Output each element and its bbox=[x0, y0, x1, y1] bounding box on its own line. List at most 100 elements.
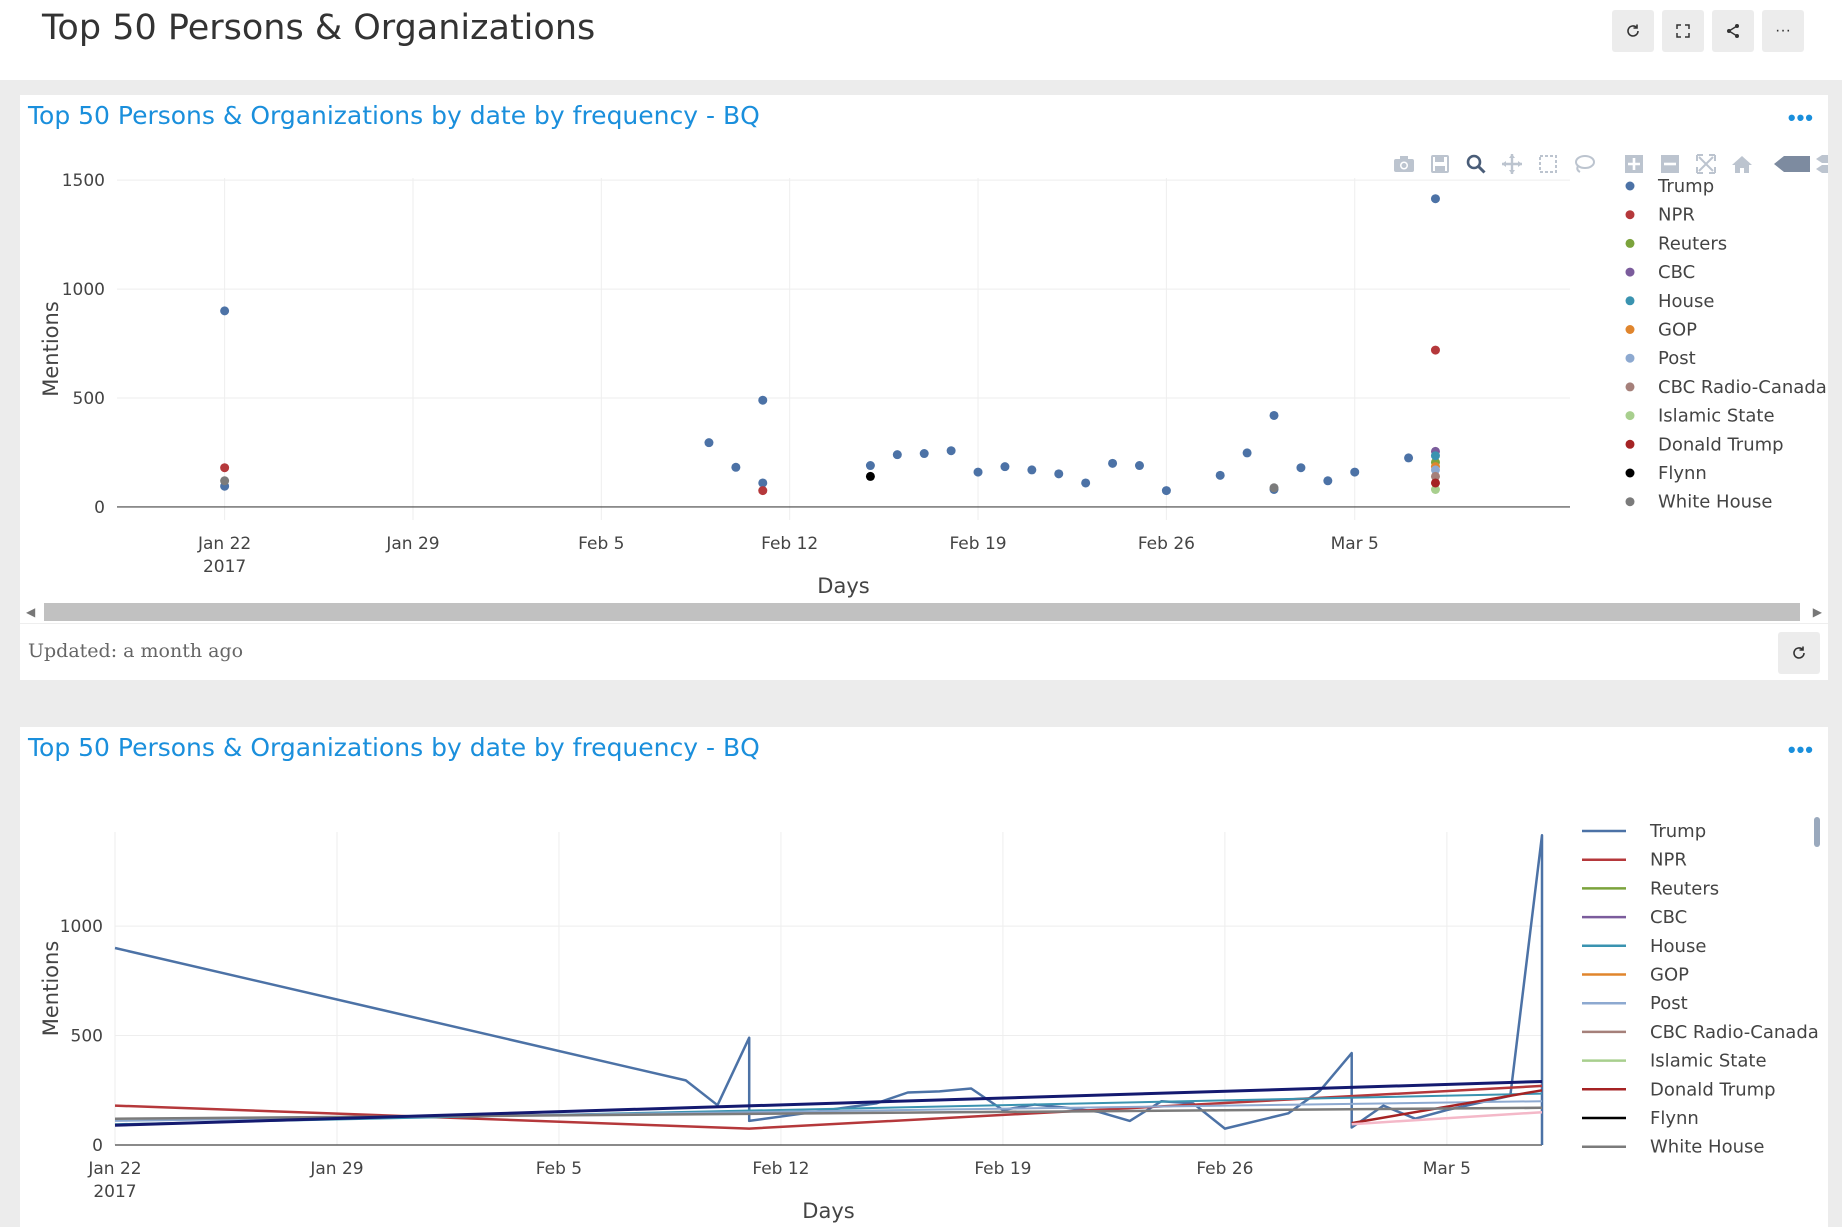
scatter-point[interactable] bbox=[892, 450, 902, 460]
scatter-point[interactable] bbox=[1430, 194, 1440, 204]
scatter-point[interactable] bbox=[1054, 469, 1064, 479]
scatter-point[interactable] bbox=[1430, 478, 1440, 488]
refresh-button[interactable] bbox=[1612, 10, 1654, 52]
legend-marker[interactable] bbox=[1625, 267, 1635, 277]
scatter-point[interactable] bbox=[1161, 486, 1171, 496]
save-button[interactable] bbox=[1422, 151, 1458, 177]
legend-item-label[interactable]: NPR bbox=[1650, 850, 1687, 871]
panel-menu-button[interactable]: ••• bbox=[1787, 105, 1814, 130]
box-select-button[interactable] bbox=[1530, 151, 1566, 177]
scatter-point[interactable] bbox=[1430, 345, 1440, 355]
legend-marker[interactable] bbox=[1625, 238, 1635, 248]
scatter-point[interactable] bbox=[758, 478, 768, 488]
legend-item-label[interactable]: White House bbox=[1658, 492, 1772, 513]
legend-item-label[interactable]: CBC Radio-Canada bbox=[1658, 377, 1827, 398]
legend-marker[interactable] bbox=[1625, 382, 1635, 392]
legend-item-label[interactable]: Post bbox=[1658, 348, 1696, 369]
legend-marker[interactable] bbox=[1625, 468, 1635, 478]
legend-item-label[interactable]: GOP bbox=[1650, 965, 1689, 986]
scatter-point[interactable] bbox=[1134, 461, 1144, 471]
series-line[interactable] bbox=[114, 1080, 1543, 1127]
hover-compare-button[interactable] bbox=[1814, 151, 1828, 177]
scatter-point[interactable] bbox=[919, 449, 929, 459]
zoom-in-button[interactable] bbox=[1616, 151, 1652, 177]
legend-item-label[interactable]: White House bbox=[1650, 1137, 1764, 1158]
scatter-point[interactable] bbox=[1430, 465, 1440, 475]
scatter-point[interactable] bbox=[220, 463, 230, 473]
scatter-point[interactable] bbox=[973, 467, 983, 477]
legend-marker[interactable] bbox=[1625, 210, 1635, 220]
legend-item-label[interactable]: Trump bbox=[1649, 821, 1706, 842]
legend-item-label[interactable]: Donald Trump bbox=[1650, 1079, 1776, 1100]
scrollbar-thumb[interactable] bbox=[44, 603, 1800, 621]
panel-refresh-button[interactable] bbox=[1778, 632, 1820, 674]
legend-item-label[interactable]: CBC bbox=[1658, 262, 1695, 283]
legend-item-label[interactable]: Post bbox=[1650, 993, 1688, 1014]
scatter-point[interactable] bbox=[865, 461, 875, 471]
horizontal-scrollbar[interactable]: ◀ ▶ bbox=[20, 601, 1828, 623]
legend-marker[interactable] bbox=[1625, 439, 1635, 449]
scatter-point[interactable] bbox=[1269, 410, 1279, 420]
legend-item-label[interactable]: Islamic State bbox=[1650, 1051, 1767, 1072]
legend-marker[interactable] bbox=[1625, 353, 1635, 363]
panel-menu-button[interactable]: ••• bbox=[1787, 737, 1814, 762]
scatter-point[interactable] bbox=[1296, 463, 1306, 473]
scatter-point[interactable] bbox=[946, 446, 956, 456]
legend-item-label[interactable]: Flynn bbox=[1650, 1108, 1699, 1129]
scatter-point[interactable] bbox=[758, 395, 768, 405]
legend-item-label[interactable]: NPR bbox=[1658, 205, 1695, 226]
autoscale-button[interactable] bbox=[1688, 151, 1724, 177]
series-line[interactable] bbox=[1351, 1089, 1543, 1125]
scatter-point[interactable] bbox=[1430, 451, 1440, 461]
legend-item-label[interactable]: House bbox=[1658, 291, 1714, 312]
more-options-button[interactable]: ··· bbox=[1762, 10, 1804, 52]
share-button[interactable] bbox=[1712, 10, 1754, 52]
scroll-left-icon[interactable]: ◀ bbox=[26, 605, 36, 619]
legend-item-label[interactable]: Reuters bbox=[1658, 233, 1727, 254]
hover-closest-button[interactable] bbox=[1770, 151, 1814, 177]
legend-item-label[interactable]: Flynn bbox=[1658, 463, 1707, 484]
scatter-point[interactable] bbox=[1027, 465, 1037, 475]
legend-marker[interactable] bbox=[1625, 181, 1635, 191]
scatter-point[interactable] bbox=[865, 471, 875, 481]
legend-item-label[interactable]: Donald Trump bbox=[1658, 434, 1784, 455]
scatter-point[interactable] bbox=[1404, 453, 1414, 463]
legend-item-label[interactable]: Reuters bbox=[1650, 878, 1719, 899]
zoom-out-button[interactable] bbox=[1652, 151, 1688, 177]
scroll-right-icon[interactable]: ▶ bbox=[1812, 605, 1822, 619]
fullscreen-button[interactable] bbox=[1662, 10, 1704, 52]
scatter-point[interactable] bbox=[220, 306, 230, 316]
zoom-button[interactable] bbox=[1458, 151, 1494, 177]
legend-marker[interactable] bbox=[1625, 296, 1635, 306]
series-line[interactable] bbox=[114, 1084, 1543, 1130]
legend-item-label[interactable]: GOP bbox=[1658, 320, 1697, 341]
scatter-point[interactable] bbox=[1215, 470, 1225, 480]
reset-axes-button[interactable] bbox=[1724, 151, 1760, 177]
legend-item-label[interactable]: CBC bbox=[1650, 907, 1687, 928]
pan-button[interactable] bbox=[1494, 151, 1530, 177]
series-line[interactable] bbox=[1351, 1110, 1543, 1126]
scatter-point[interactable] bbox=[1430, 471, 1440, 481]
scatter-point[interactable] bbox=[220, 476, 230, 486]
legend-marker[interactable] bbox=[1625, 497, 1635, 507]
scatter-point[interactable] bbox=[1108, 458, 1118, 468]
scatter-point[interactable] bbox=[704, 438, 714, 448]
lasso-select-button[interactable] bbox=[1566, 151, 1602, 177]
legend-marker[interactable] bbox=[1625, 325, 1635, 334]
legend-item-label[interactable]: Islamic State bbox=[1658, 406, 1775, 427]
scatter-point[interactable] bbox=[1350, 467, 1360, 477]
download-png-button[interactable] bbox=[1386, 151, 1422, 177]
legend-item-label[interactable]: CBC Radio-Canada bbox=[1650, 1022, 1819, 1043]
scatter-point[interactable] bbox=[1269, 483, 1279, 493]
scatter-point[interactable] bbox=[1242, 448, 1252, 458]
scatter-point[interactable] bbox=[1081, 478, 1091, 488]
legend-item-label[interactable]: House bbox=[1650, 936, 1706, 957]
scatter-point[interactable] bbox=[1323, 476, 1333, 486]
legend-scrollbar[interactable] bbox=[1814, 817, 1820, 847]
legend-marker[interactable] bbox=[1625, 411, 1635, 421]
scatter-point[interactable] bbox=[731, 462, 741, 472]
scatter-point[interactable] bbox=[1430, 485, 1440, 495]
scatter-point[interactable] bbox=[1000, 462, 1010, 472]
legend-item-label[interactable]: Trump bbox=[1657, 176, 1714, 197]
scatter-point[interactable] bbox=[758, 486, 768, 496]
